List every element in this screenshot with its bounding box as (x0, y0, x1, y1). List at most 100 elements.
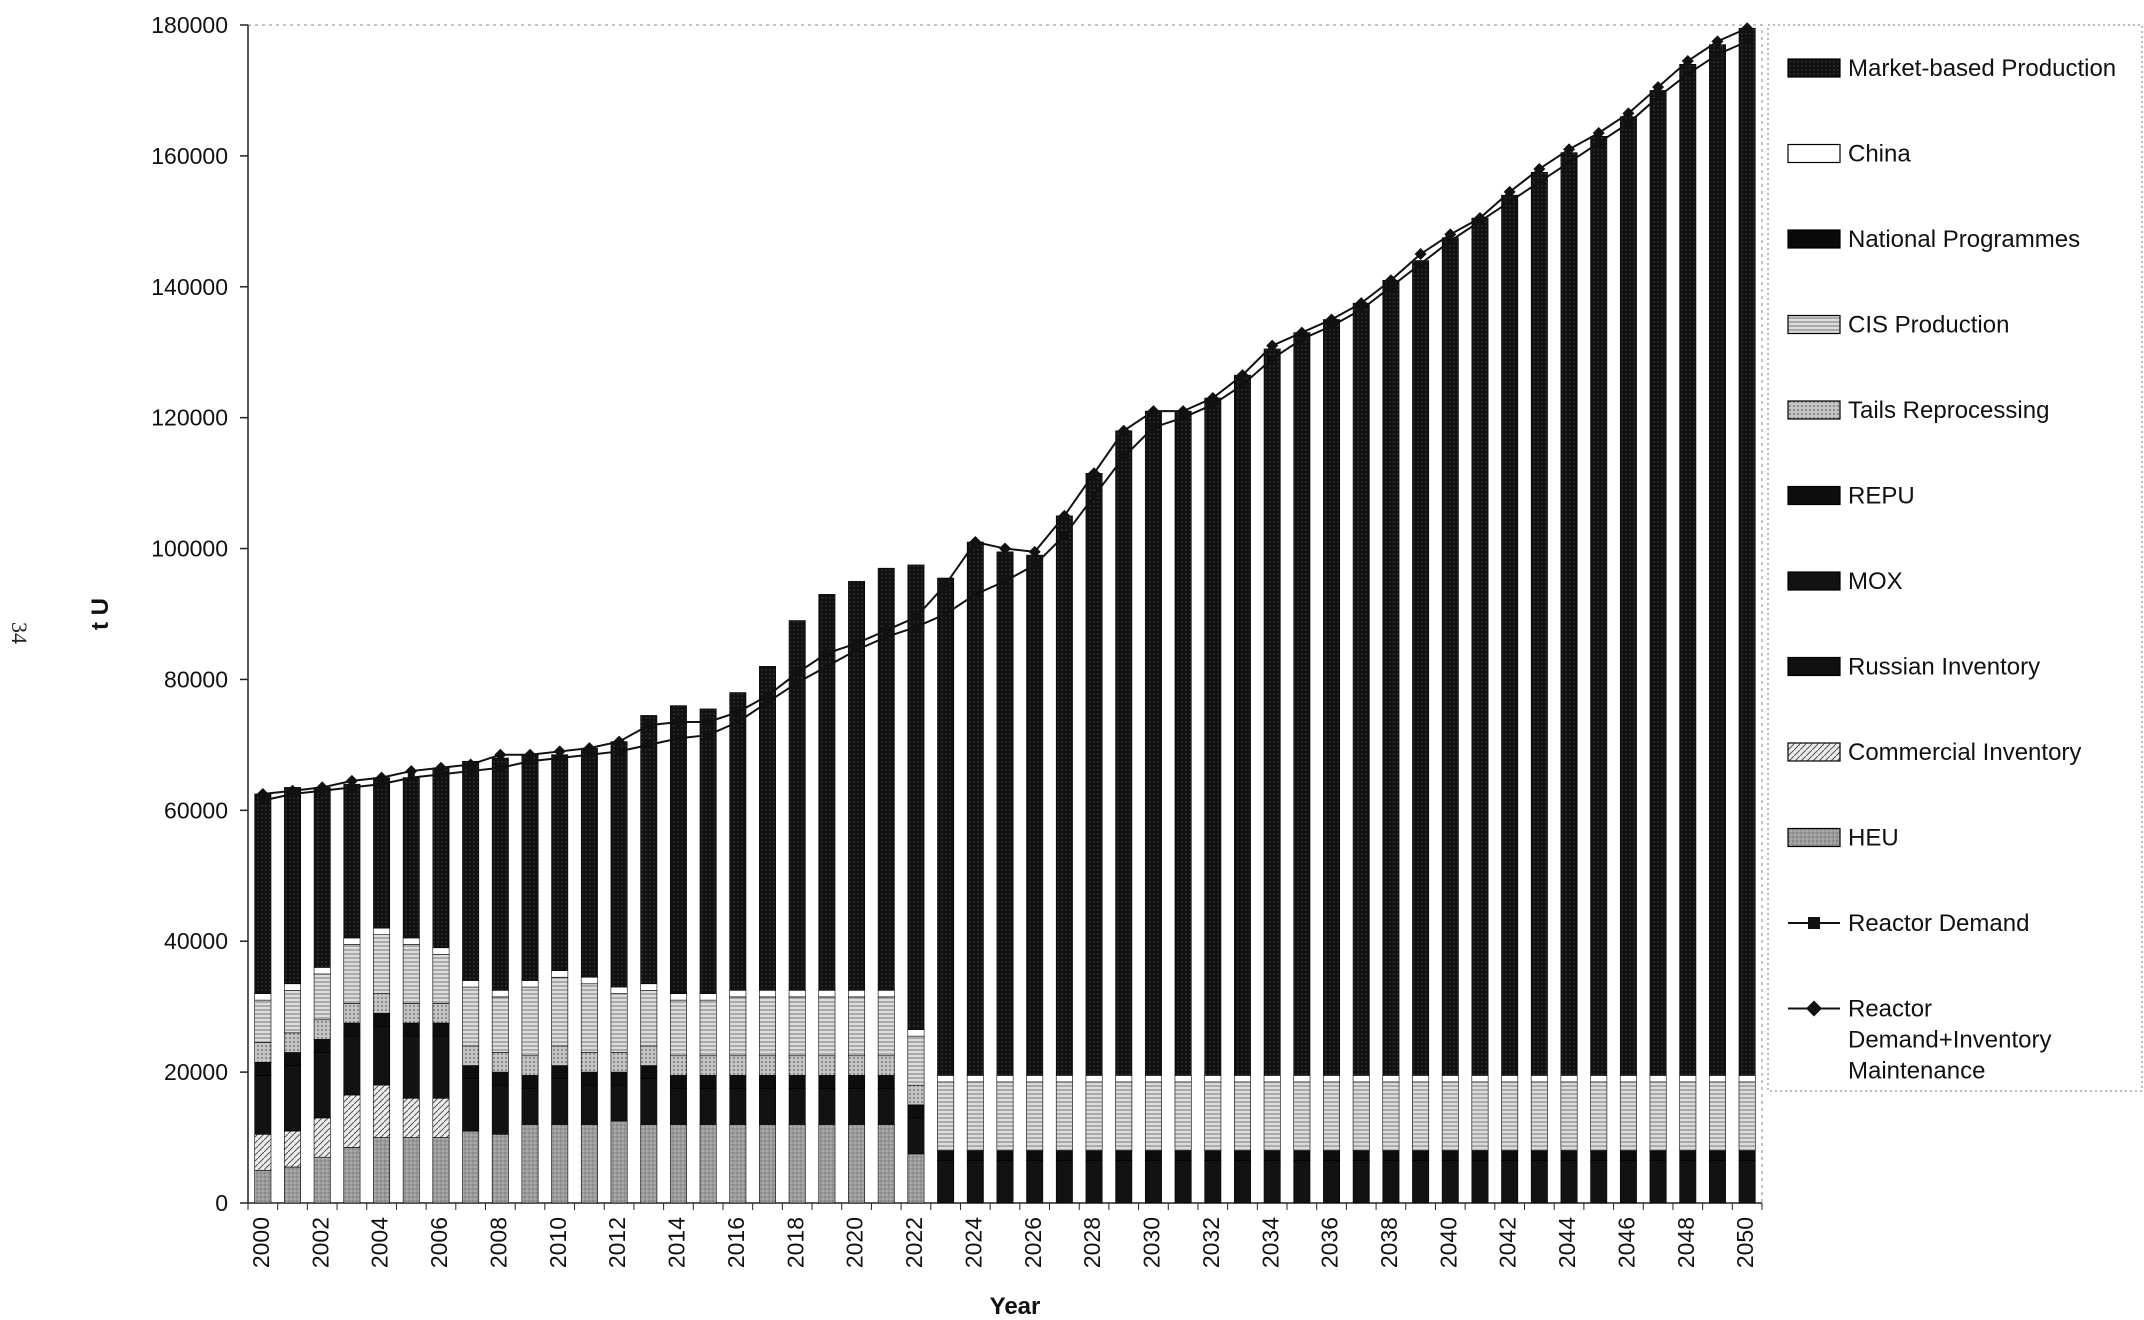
bar-segment-repu (1144, 1150, 1162, 1161)
point-demand (1743, 37, 1751, 45)
point-demand_inv (1295, 326, 1308, 339)
bar-segment-cis (848, 996, 866, 1057)
point-demand_inv (969, 536, 982, 549)
bar-segment-mox (1323, 1160, 1341, 1204)
bar-segment-cis (1174, 1081, 1192, 1151)
bar-segment-china (1234, 1075, 1251, 1083)
point-demand_inv (553, 745, 566, 758)
point-demand (259, 797, 267, 805)
bar-segment-commercial (343, 1094, 361, 1148)
point-demand (1120, 453, 1128, 461)
bar-segment-china (1144, 1075, 1162, 1083)
bar-segment-tails (669, 1055, 687, 1076)
point-demand_inv (345, 774, 358, 787)
legend-label-market: Market-based Production (1848, 55, 2116, 82)
bar-segment-china (1352, 1075, 1370, 1083)
point-demand (407, 774, 415, 782)
bar-segment-tails (818, 1055, 836, 1076)
bar-segment-repu (462, 1065, 480, 1079)
bar-segment-repu (1649, 1150, 1667, 1161)
bar-segment-heu (432, 1137, 450, 1204)
bar-segment-heu (580, 1124, 598, 1204)
bar-segment-tails (907, 1084, 925, 1106)
legend-label-demand: Reactor Demand (1848, 910, 2029, 937)
point-demand (645, 741, 653, 749)
legend-label-demand_inv: Reactor Demand+Inventory Maintenance (1848, 996, 2051, 1085)
point-demand_inv (613, 735, 626, 748)
bar-segment-china (1085, 1075, 1103, 1083)
x-tick-label: 2028 (1079, 1217, 1105, 1268)
bar-segment-china (373, 927, 391, 935)
bar-segment-repu (1352, 1150, 1370, 1161)
bar-segment-mox (373, 1026, 391, 1086)
bar-segment-china (462, 980, 480, 988)
bar-segment-cis (1234, 1081, 1251, 1151)
bar-segment-repu (818, 1075, 836, 1089)
bar-segment-cis (1115, 1081, 1133, 1151)
x-tick-label: 2004 (367, 1217, 393, 1268)
bar-segment-china (1323, 1075, 1341, 1083)
bar-segment-tails (432, 1003, 450, 1024)
bar-segment-mox (877, 1088, 895, 1125)
bar-segment-market (1471, 217, 1489, 1076)
point-demand_inv (909, 611, 922, 624)
bar-segment-repu (907, 1104, 925, 1119)
point-demand_inv (672, 715, 685, 728)
bar-segment-cis (699, 999, 717, 1057)
point-demand (942, 610, 950, 618)
bar-segment-china (551, 970, 569, 978)
bar-segment-cis (1590, 1081, 1608, 1151)
bar-segment-commercial (254, 1133, 272, 1171)
point-demand_inv (524, 748, 537, 761)
bar-segment-repu (1619, 1150, 1637, 1161)
point-demand_inv (1741, 22, 1754, 35)
point-demand (556, 754, 564, 762)
x-tick-label: 2034 (1257, 1217, 1283, 1268)
bar-segment-tails (284, 1032, 301, 1053)
point-demand (1624, 119, 1632, 127)
point-demand_inv (642, 719, 655, 732)
bar-segment-market (1085, 472, 1103, 1076)
x-tick-label: 2012 (604, 1217, 630, 1268)
point-demand (1506, 198, 1514, 206)
bar-segment-cis (343, 944, 361, 1004)
bar-segment-china (313, 967, 331, 975)
x-tick-label: 2006 (426, 1217, 452, 1268)
y-tick-label: 0 (215, 1190, 228, 1216)
bar-segment-china (1560, 1075, 1578, 1083)
point-demand_inv (1592, 126, 1605, 139)
point-demand (1268, 355, 1276, 363)
bar-segment-china (1501, 1075, 1519, 1083)
bar-segment-cis (1738, 1081, 1756, 1151)
point-demand (853, 646, 861, 654)
point-demand_inv (1711, 35, 1724, 48)
x-tick-label: 2026 (1020, 1217, 1046, 1268)
bar-segment-tails (402, 1003, 420, 1024)
point-demand (437, 770, 445, 778)
bar-segment-heu (729, 1124, 747, 1204)
bar-segment-tails (462, 1045, 480, 1066)
bar-segment-repu (1530, 1150, 1548, 1161)
y-tick-label: 40000 (164, 928, 228, 954)
bar-segment-repu (373, 1012, 391, 1027)
bar-segment-heu (669, 1124, 687, 1204)
bar-segment-cis (1323, 1081, 1341, 1151)
point-demand (793, 679, 801, 687)
point-demand_inv (464, 758, 477, 771)
point-demand_inv (1266, 339, 1279, 352)
bar-segment-repu (640, 1065, 658, 1079)
bar-segment-mox (343, 1035, 361, 1096)
point-demand (1684, 70, 1692, 78)
bar-segment-mox (1115, 1160, 1133, 1204)
bar-segment-repu (1026, 1150, 1044, 1161)
point-demand_inv (286, 784, 299, 797)
bar-segment-market (1323, 319, 1341, 1076)
bar-segment-china (818, 990, 836, 998)
bar-segment-market (1738, 27, 1756, 1076)
point-demand (1209, 401, 1217, 409)
bar-segment-mox (699, 1088, 717, 1125)
bar-segment-cis (1530, 1081, 1548, 1151)
legend-marker-demand (1808, 917, 1820, 929)
legend-swatch-cis (1787, 314, 1841, 335)
